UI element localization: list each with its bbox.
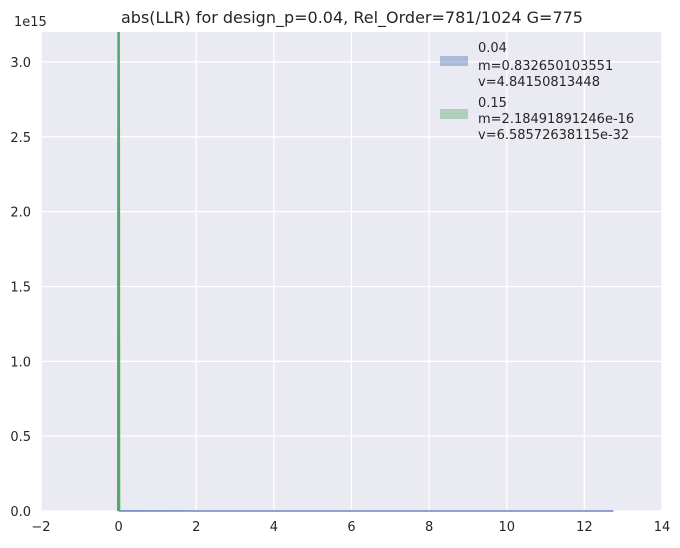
legend-text: v=4.84150813448 — [478, 75, 600, 90]
y-tick-label: 2.5 — [10, 131, 31, 146]
x-tick-label: 8 — [425, 520, 433, 535]
y-tick-label: 1.5 — [10, 280, 31, 295]
y-tick-label: 0.0 — [10, 505, 31, 520]
x-tick-label: −2 — [31, 520, 50, 535]
legend-swatch-0.04 — [440, 56, 468, 66]
chart-title: abs(LLR) for design_p=0.04, Rel_Order=78… — [121, 8, 583, 28]
x-tick-label: 12 — [576, 520, 593, 535]
y-tick-label: 3.0 — [10, 56, 31, 71]
legend-text: v=6.58572638115e-32 — [478, 128, 629, 143]
legend-swatch-0.15 — [440, 109, 468, 119]
y-scale-label: 1e15 — [14, 15, 47, 30]
series-line-0.15 — [118, 32, 119, 511]
x-tick-label: 0 — [114, 520, 122, 535]
legend-text: 0.04 — [478, 41, 507, 56]
y-tick-label: 1.0 — [10, 355, 31, 370]
y-tick-label: 0.5 — [10, 430, 31, 445]
x-tick-label: 2 — [192, 520, 200, 535]
x-tick-label: 14 — [654, 520, 671, 535]
legend-text: 0.15 — [478, 96, 507, 111]
x-tick-label: 10 — [498, 520, 515, 535]
legend-text: m=2.18491891246e-16 — [478, 112, 634, 127]
legend-text: m=0.832650103551 — [478, 59, 613, 74]
y-tick-label: 2.0 — [10, 206, 31, 221]
x-tick-label: 4 — [270, 520, 278, 535]
x-tick-label: 6 — [347, 520, 355, 535]
